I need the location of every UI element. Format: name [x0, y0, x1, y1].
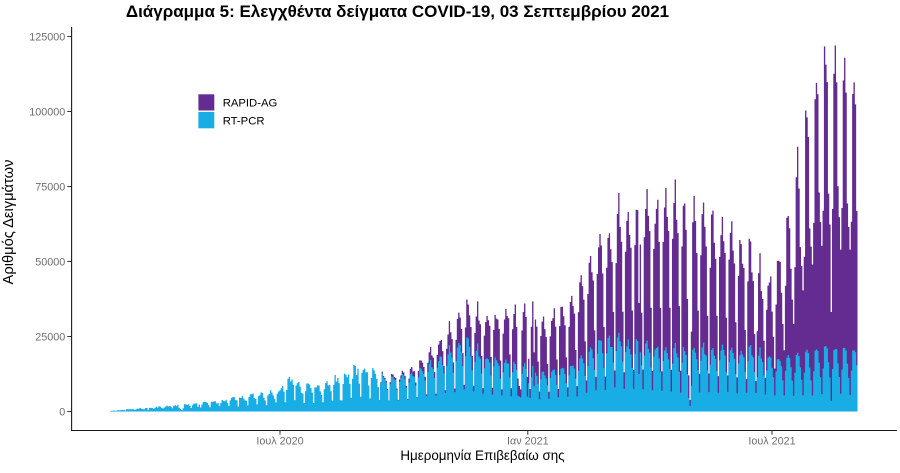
svg-text:25000: 25000 [35, 331, 65, 343]
svg-text:125000: 125000 [29, 31, 65, 43]
svg-text:0: 0 [59, 406, 65, 418]
svg-text:100000: 100000 [29, 106, 65, 118]
svg-text:Αριθμός Δειγμάτων: Αριθμός Δειγμάτων [1, 160, 17, 285]
svg-text:75000: 75000 [35, 181, 65, 193]
svg-text:Ημερομηνία Επιβεβαίω σης: Ημερομηνία Επιβεβαίω σης [400, 448, 565, 463]
svg-text:RT-PCR: RT-PCR [223, 116, 265, 128]
svg-text:Ιαν 2021: Ιαν 2021 [507, 436, 549, 448]
svg-text:50000: 50000 [35, 256, 65, 268]
svg-text:RAPID-AG: RAPID-AG [223, 97, 278, 109]
svg-text:Ιουλ 2020: Ιουλ 2020 [256, 436, 303, 448]
svg-text:Διάγραμμα 5: Ελεγχθέντα δείγμα: Διάγραμμα 5: Ελεγχθέντα δείγματα COVID-1… [126, 2, 669, 21]
svg-text:Ιουλ 2021: Ιουλ 2021 [748, 436, 795, 448]
